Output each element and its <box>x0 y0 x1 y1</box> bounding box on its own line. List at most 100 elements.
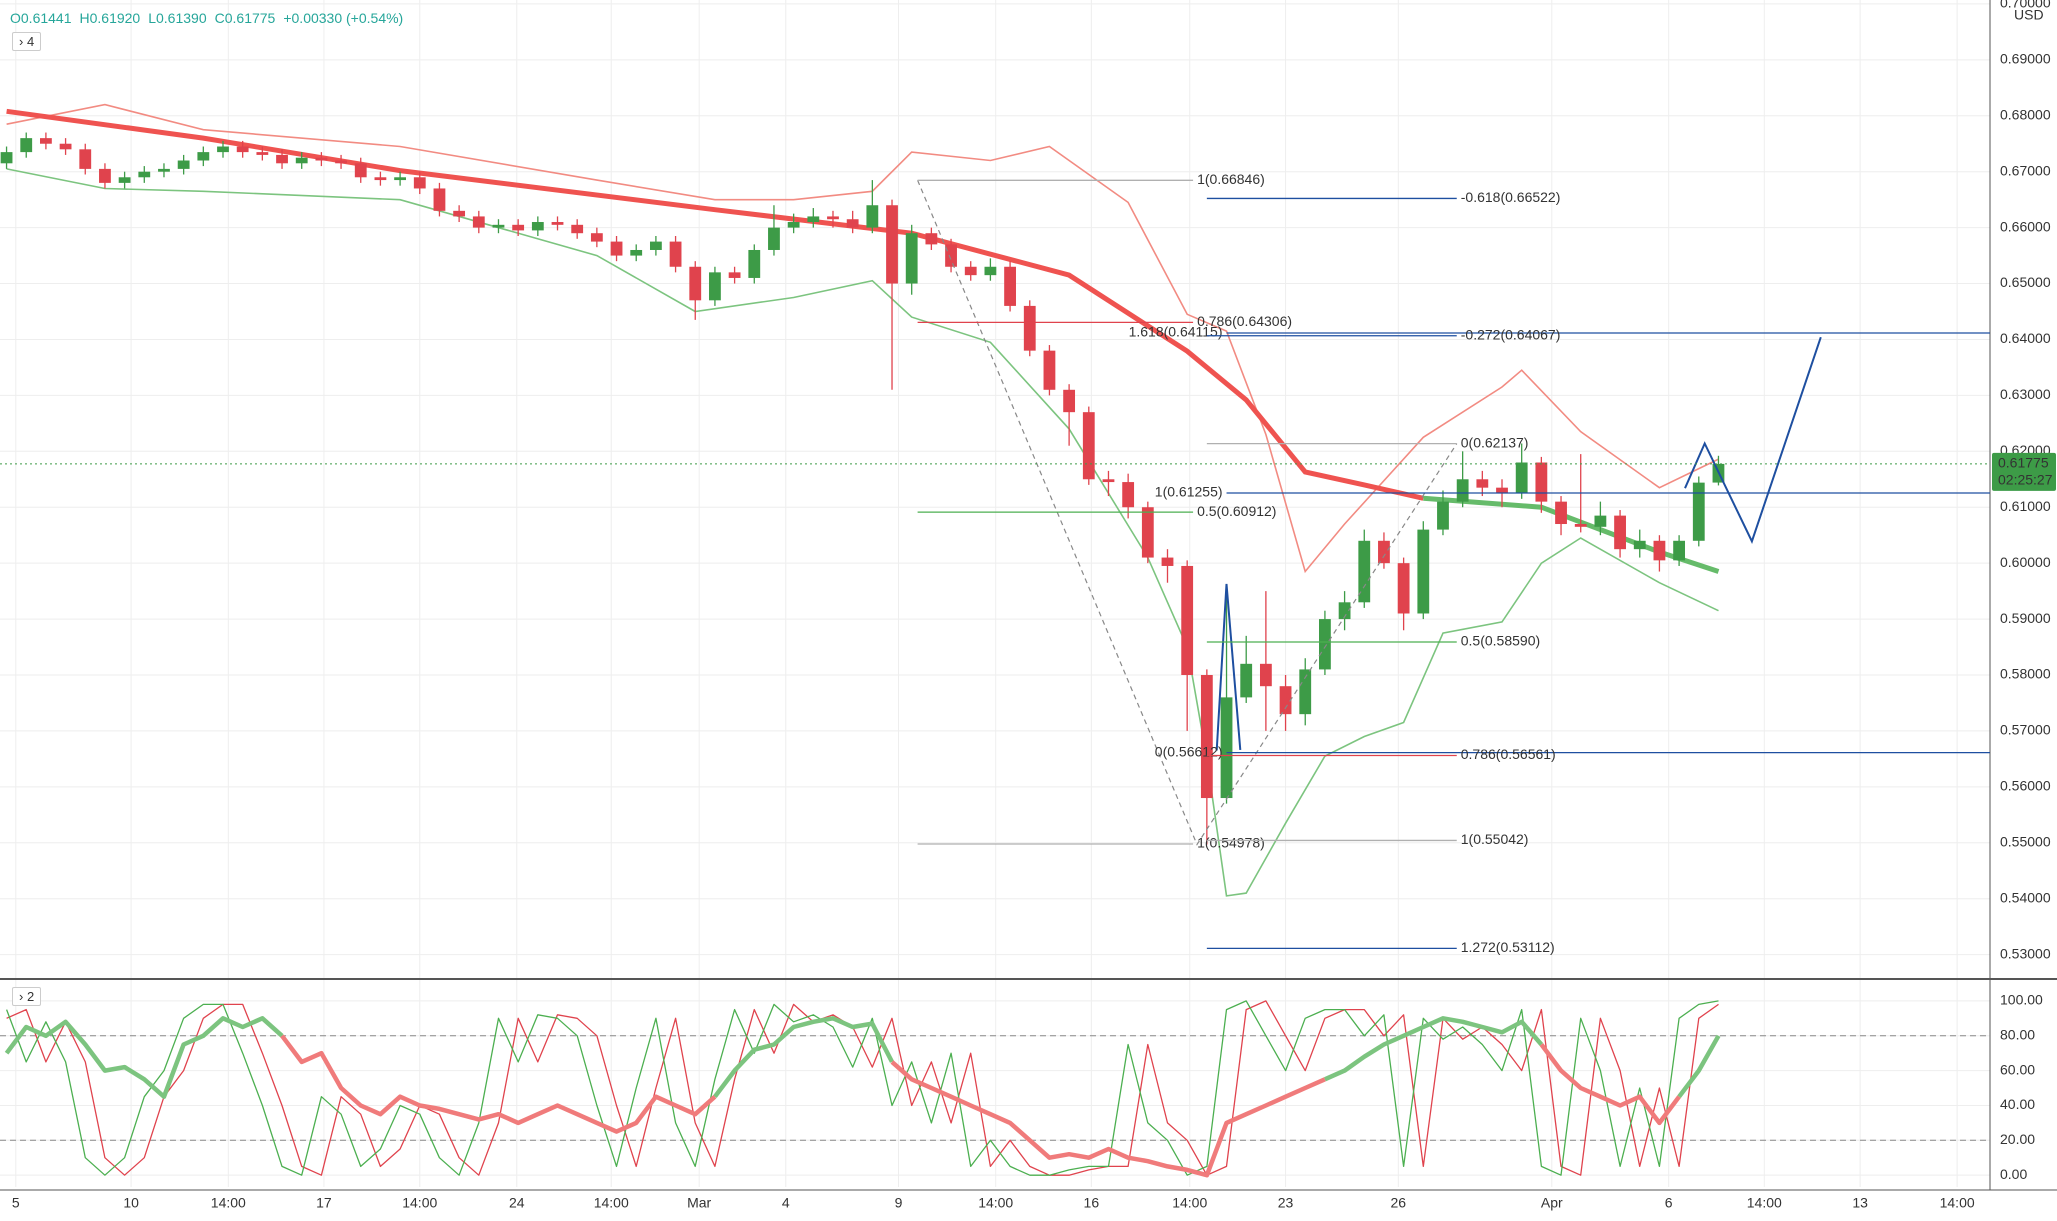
candle-body <box>158 168 170 172</box>
candle-body <box>1023 305 1036 351</box>
y-tick-label: 0.53000 <box>2000 945 2051 961</box>
candle-body <box>1633 540 1646 550</box>
candle-body <box>807 216 820 223</box>
x-tick-label: 6 <box>1665 1195 1673 1211</box>
fib-label: -0.618(0.66522) <box>1461 189 1561 205</box>
y-tick-label: 0.58000 <box>2000 666 2051 682</box>
y-tick-label: 0.57000 <box>2000 722 2051 738</box>
candle-body <box>984 266 997 276</box>
oscillator-line <box>6 1000 1719 1176</box>
x-tick-label: 10 <box>123 1195 139 1211</box>
last-price-tag <box>1992 452 2056 491</box>
candle-body <box>964 266 977 276</box>
indicator-toggle[interactable]: › 2 <box>12 987 42 1006</box>
candle-body <box>118 177 131 183</box>
y-tick-label: 0.56000 <box>2000 778 2051 794</box>
candle-body <box>413 177 426 189</box>
y-tick-label: 0.60000 <box>2000 554 2051 570</box>
candle-body <box>433 188 446 211</box>
drawing-line <box>1215 583 1242 751</box>
candle-body <box>40 138 52 144</box>
x-tick-label: 5 <box>12 1195 20 1211</box>
candle-body <box>1574 524 1587 527</box>
y-tick-label: 0.66000 <box>2000 218 2051 234</box>
y-tick-label: 0.61000 <box>2000 498 2051 514</box>
candle-body <box>217 146 229 153</box>
candle-body <box>276 154 288 164</box>
candle-body <box>20 138 33 153</box>
candle-body <box>1496 487 1508 494</box>
candle-body <box>1161 557 1174 566</box>
candle-body <box>1102 479 1115 483</box>
candle-body <box>630 249 643 256</box>
candle-body <box>1240 663 1253 698</box>
candle-body <box>689 266 702 301</box>
fib-label: 0.5(0.60912) <box>1197 503 1276 519</box>
candle-body <box>1673 540 1686 561</box>
drawing-line <box>917 180 1458 846</box>
fib-label: 1.272(0.53112) <box>1461 939 1555 955</box>
candle-body <box>748 249 761 278</box>
ohlc-header: O0.61441 H0.61920 L0.61390 C0.61775 +0.00330… <box>10 10 403 26</box>
candle-body <box>1220 697 1233 799</box>
candle-body <box>1063 389 1076 413</box>
candle-body <box>374 177 387 181</box>
candle-body <box>1141 507 1154 558</box>
candle-body <box>492 224 505 228</box>
candle-body <box>1555 501 1567 525</box>
candle-body <box>453 210 466 217</box>
fib-label: 0.786(0.64306) <box>1197 313 1292 329</box>
x-tick-label: 14:00 <box>402 1195 437 1211</box>
x-tick-label: 14:00 <box>211 1195 246 1211</box>
countdown-label: 02:25:27 <box>1998 472 2053 488</box>
oscillator-line <box>280 1034 1681 1178</box>
fib-label: 0(0.62137) <box>1461 434 1529 450</box>
indicator-count: 4 <box>26 34 35 49</box>
candle-body <box>669 241 682 267</box>
x-tick-label: 14:00 <box>1172 1195 1207 1211</box>
x-tick-label: 14:00 <box>1747 1195 1782 1211</box>
ohlc-value: H0.61920 <box>79 10 141 26</box>
candle-body <box>827 216 839 220</box>
candle-body <box>1614 515 1626 550</box>
candle-body <box>1200 675 1213 799</box>
candle-body <box>354 163 367 178</box>
candle-body <box>315 157 328 161</box>
candle-body <box>1417 529 1430 614</box>
candle-body <box>256 152 269 155</box>
candle-body <box>649 241 662 250</box>
y-tick-label: 20.00 <box>2000 1131 2035 1147</box>
y-tick-label: 0.65000 <box>2000 274 2051 290</box>
drawing-line <box>1684 336 1822 544</box>
indicator-toggle[interactable]: › 4 <box>12 32 42 51</box>
candle-body <box>551 222 564 225</box>
candle-body <box>197 152 210 161</box>
y-tick-label: 40.00 <box>2000 1096 2035 1112</box>
currency-label: USD <box>2014 7 2044 23</box>
y-tick-label: 0.63000 <box>2000 386 2051 402</box>
candle-body <box>709 272 721 301</box>
candle-body <box>1082 412 1095 480</box>
candle-body <box>531 222 544 231</box>
candle-body <box>1259 663 1272 687</box>
candle-body <box>1437 501 1449 530</box>
y-tick-label: 0.70000 <box>2000 0 2051 11</box>
candle-body <box>138 171 151 178</box>
x-tick-label: 26 <box>1391 1195 1407 1211</box>
candle-body <box>590 233 603 242</box>
candle-body <box>472 216 485 228</box>
y-tick-label: 0.69000 <box>2000 51 2051 67</box>
candle-body <box>1279 686 1292 715</box>
candle-body <box>571 224 584 234</box>
candle-body <box>610 241 623 256</box>
fib-label: 1(0.54978) <box>1197 835 1265 851</box>
fib-label: 1(0.55042) <box>1461 831 1529 847</box>
candle-body <box>1535 462 1548 502</box>
ohlc-value: C0.61775 <box>214 10 276 26</box>
x-tick-label: 17 <box>316 1195 332 1211</box>
candle-body <box>1338 602 1351 620</box>
y-tick-label: 0.67000 <box>2000 162 2051 178</box>
candle-body <box>787 222 800 228</box>
candle-body <box>1004 266 1016 306</box>
